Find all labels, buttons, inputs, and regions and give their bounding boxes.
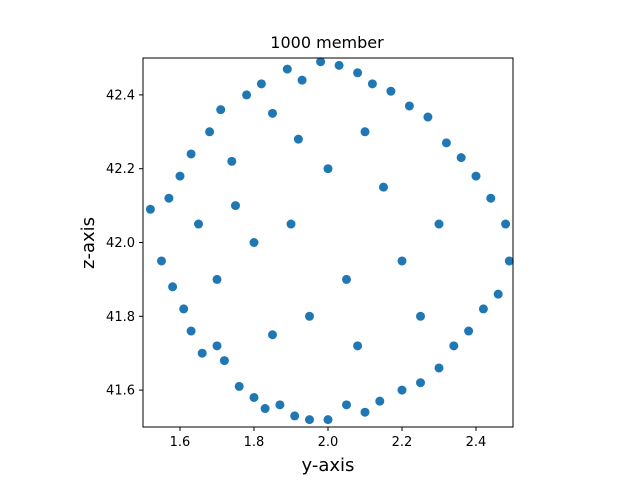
scatter-point <box>493 289 503 299</box>
scatter-point <box>249 392 259 402</box>
scatter-point <box>227 156 237 166</box>
scatter-point <box>282 64 292 74</box>
y-tick-label: 42.4 <box>106 88 135 103</box>
x-tick-label: 1.6 <box>170 435 191 450</box>
y-tick-label: 41.8 <box>106 310 135 325</box>
scatter-point <box>197 348 207 358</box>
scatter-point <box>205 127 215 137</box>
scatter-point <box>353 68 363 78</box>
chart-title: 1000 member <box>270 33 384 52</box>
scatter-point <box>367 79 377 89</box>
scatter-point <box>456 153 466 163</box>
scatter-point <box>297 75 307 85</box>
scatter-point <box>323 164 333 174</box>
scatter-point <box>486 193 496 203</box>
scatter-point <box>441 138 451 148</box>
scatter-point <box>360 127 370 137</box>
scatter-point <box>286 219 296 229</box>
x-tick-label: 2.4 <box>466 435 487 450</box>
scatter-point <box>164 193 174 203</box>
scatter-point <box>416 378 425 388</box>
scatter-point <box>305 311 314 321</box>
x-tick-label: 1.8 <box>244 435 265 450</box>
scatter-point <box>231 201 240 211</box>
scatter-point <box>305 415 314 425</box>
scatter-point <box>157 256 166 266</box>
scatter-point <box>175 171 185 181</box>
x-tick-label: 2.2 <box>392 435 413 450</box>
scatter-point <box>360 407 370 417</box>
scatter-point <box>379 182 388 192</box>
scatter-point <box>249 238 259 247</box>
scatter-point <box>501 219 511 229</box>
plot-frame <box>142 57 514 428</box>
scatter-point <box>186 149 196 159</box>
x-tick-label: 2.0 <box>318 435 339 450</box>
scatter-point <box>212 341 222 351</box>
y-axis-ticks: 41.6 41.8 42.0 42.2 42.4 <box>106 88 143 399</box>
scatter-point <box>397 256 407 266</box>
scatter-point <box>256 79 266 89</box>
scatter-point <box>293 134 303 144</box>
scatter-point <box>423 112 433 122</box>
scatter-point <box>186 326 196 336</box>
y-tick-label: 41.6 <box>106 384 135 399</box>
scatter-point <box>353 341 363 351</box>
scatter-point <box>334 60 344 70</box>
scatter-point <box>260 404 270 414</box>
scatter-point <box>342 400 351 410</box>
scatter-point <box>375 396 385 406</box>
scatter-point <box>449 341 459 351</box>
scatter-point <box>471 171 481 181</box>
scatter-point <box>275 400 285 410</box>
scatter-point <box>168 282 178 292</box>
scatter-point <box>145 204 155 214</box>
scatter-point <box>342 274 351 284</box>
scatter-point <box>290 411 300 421</box>
scatter-point <box>464 326 474 336</box>
scatter-point <box>478 304 488 314</box>
scatter-point <box>504 256 514 266</box>
y-tick-label: 42.0 <box>106 236 135 251</box>
y-tick-label: 42.2 <box>106 162 135 177</box>
scatter-point <box>212 274 222 284</box>
scatter-point <box>179 304 189 314</box>
scatter-point <box>434 363 444 373</box>
scatter-point <box>242 90 252 100</box>
scatter-point <box>323 415 333 425</box>
scatter-point <box>268 108 277 118</box>
scatter-point <box>404 101 414 111</box>
scatter-point <box>416 311 425 321</box>
x-axis-ticks: 1.6 1.8 2.0 2.2 2.4 <box>170 427 487 450</box>
points-layer <box>145 57 514 425</box>
scatter-point <box>316 57 326 67</box>
scatter-point <box>194 219 203 229</box>
scatter-point <box>397 385 407 395</box>
y-axis-label: z-axis <box>78 217 99 269</box>
scatter-point <box>216 105 226 115</box>
scatter-point <box>386 86 396 96</box>
scatter-point <box>434 219 444 229</box>
scatter-point <box>219 356 229 366</box>
x-axis-label: y-axis <box>302 455 355 476</box>
scatter-point <box>234 381 244 391</box>
scatter-point <box>268 330 277 340</box>
